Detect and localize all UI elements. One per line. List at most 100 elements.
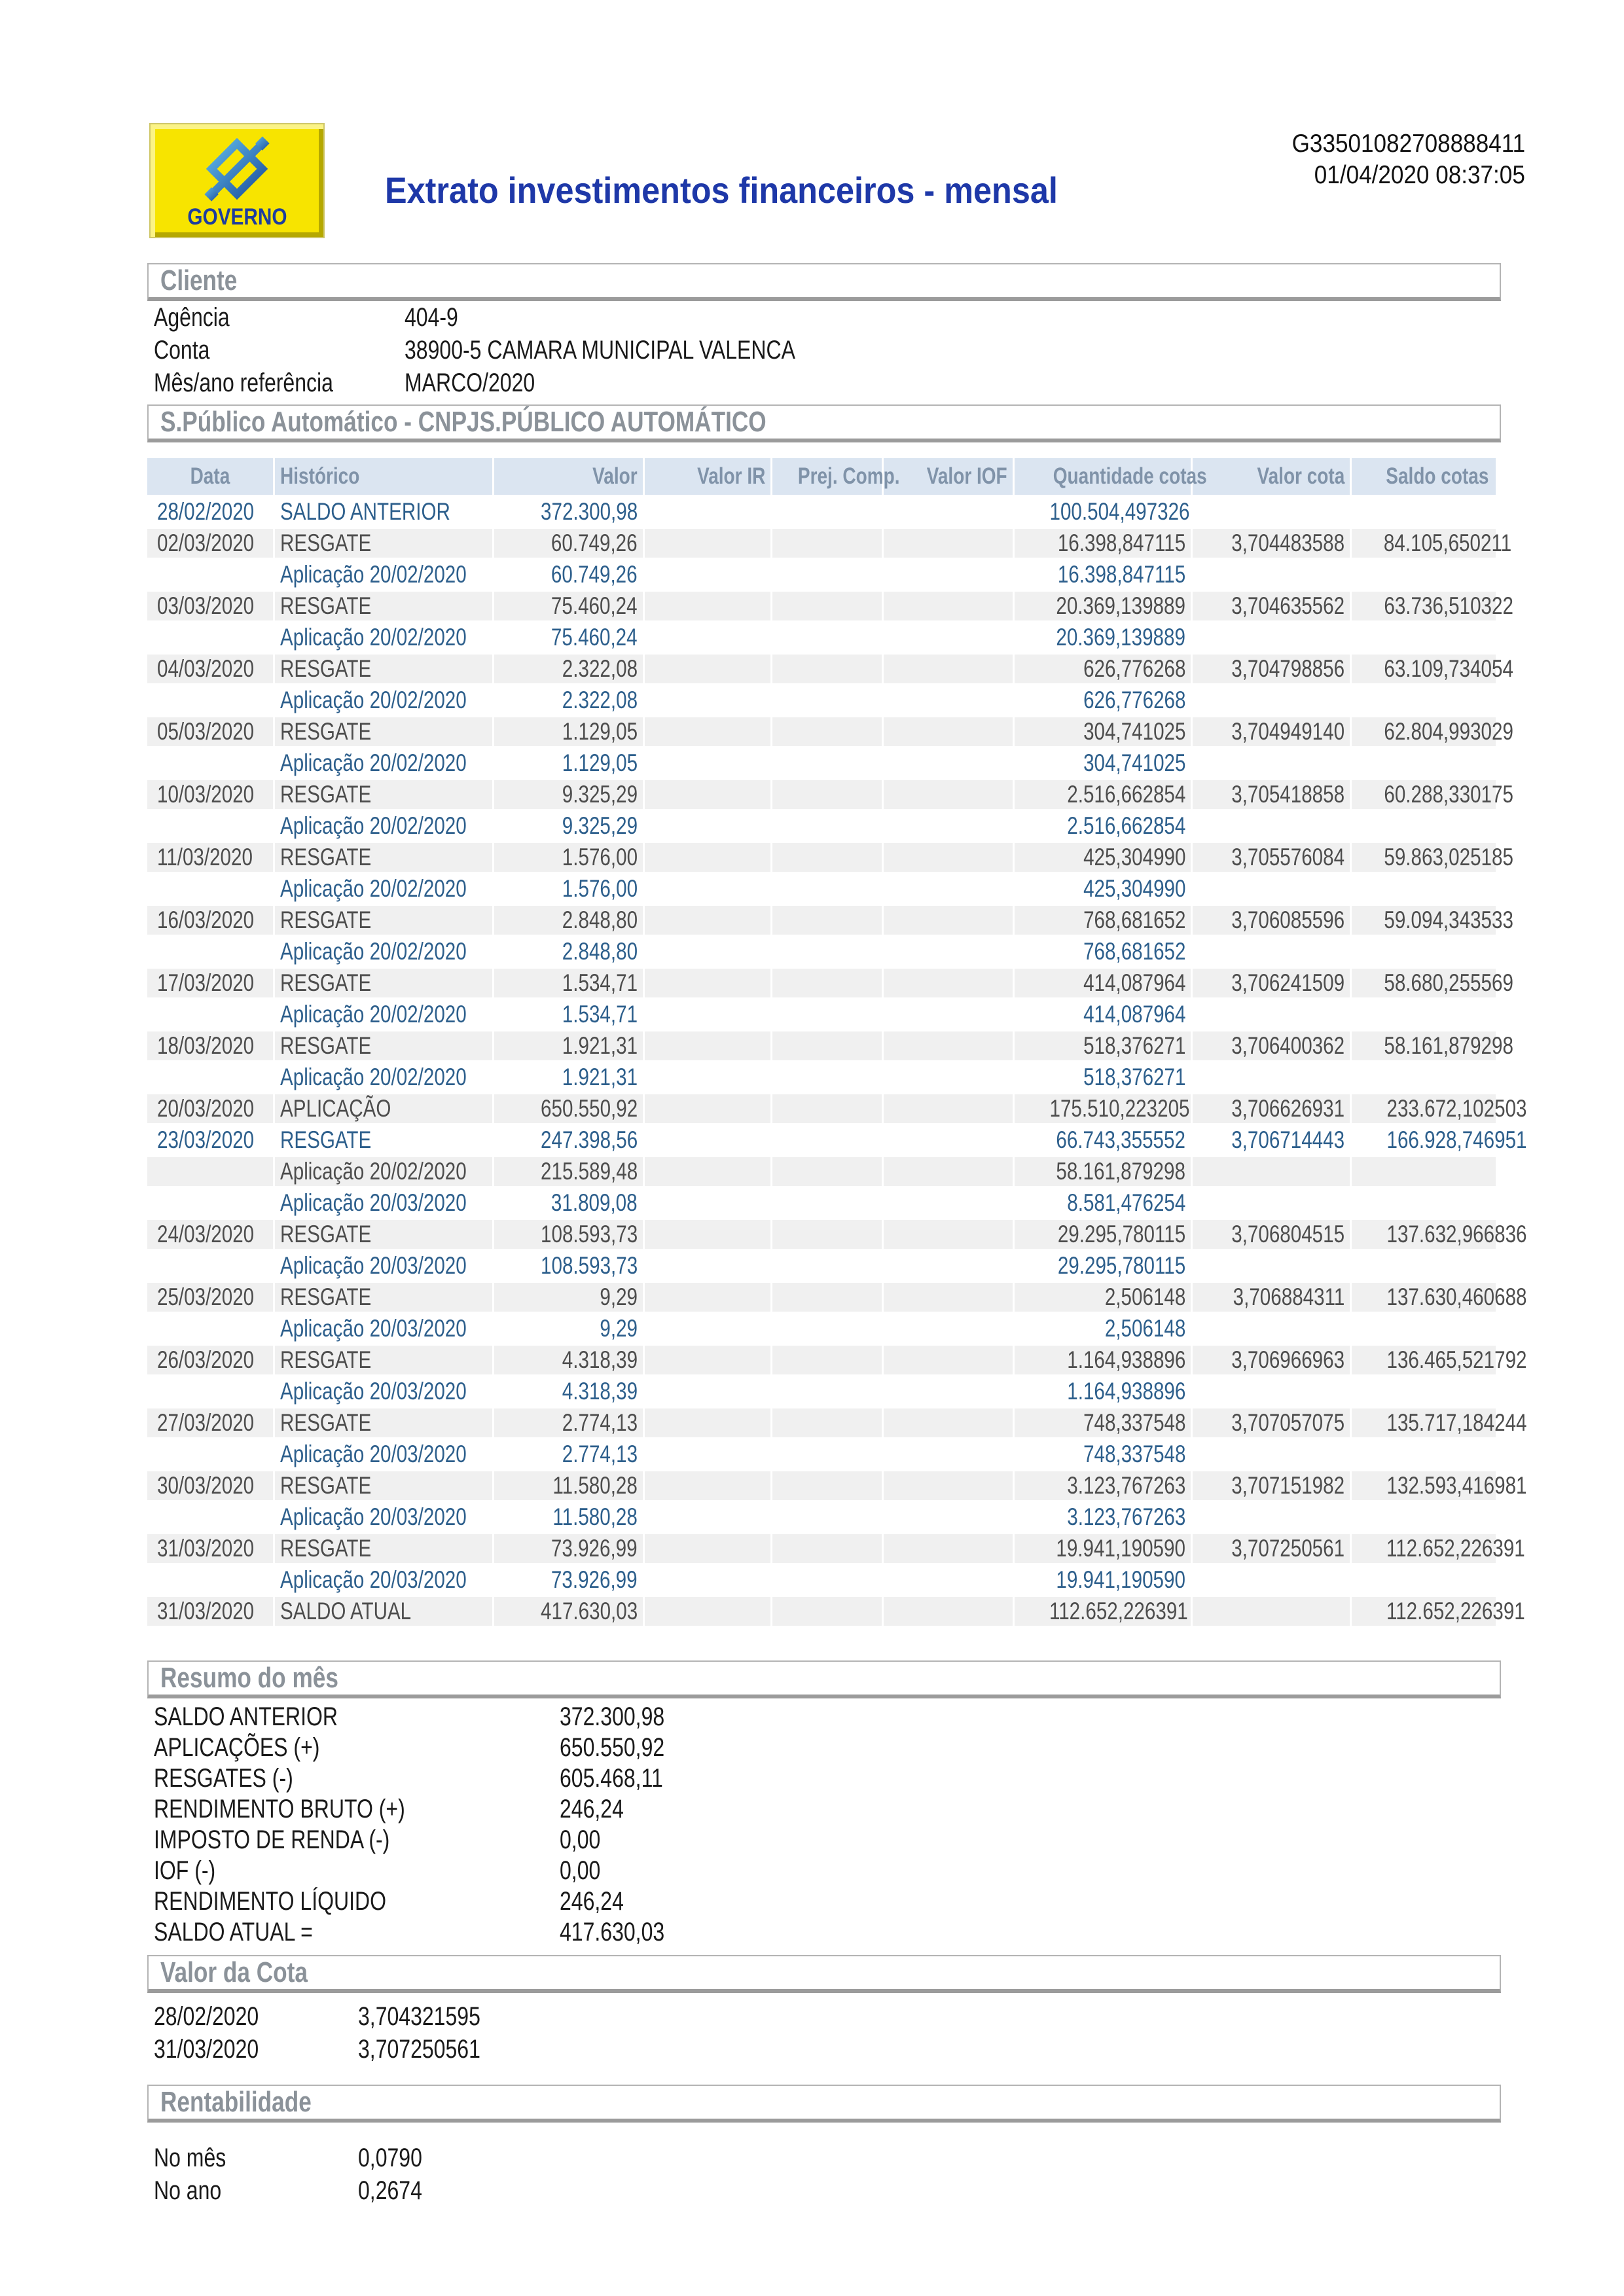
table-cell: 2.322,08 — [494, 686, 645, 715]
table-cell — [1193, 874, 1352, 903]
column-header-label: Prej. Comp. — [797, 463, 900, 489]
table-cell — [772, 1251, 884, 1280]
cell-value: Aplicação 20/02/2020 — [280, 624, 467, 651]
column-header-6: Quantidade cotas — [1015, 458, 1207, 495]
cell-value: 58.680,255569 — [1384, 969, 1513, 996]
cell-value: 132.593,416981 — [1386, 1472, 1527, 1499]
table-cell — [147, 1314, 275, 1343]
column-header-label: Histórico — [280, 463, 360, 489]
table-cell — [772, 1157, 884, 1186]
table-cell — [645, 843, 772, 872]
table-cell: RESGATE — [275, 717, 494, 746]
table-cell: Aplicação 20/02/2020 — [275, 686, 494, 715]
cell-value: 2.322,08 — [562, 655, 638, 682]
table-cell: RESGATE — [275, 1534, 494, 1563]
table-cell: 18/03/2020 — [147, 1031, 275, 1060]
table-cell — [1193, 1189, 1352, 1217]
table-cell — [772, 1471, 884, 1500]
cell-value: 20/03/2020 — [157, 1095, 255, 1122]
table-cell: 3,704798856 — [1193, 655, 1352, 683]
section-header-valor-cota: Valor da Cota — [147, 1955, 1501, 1993]
field-value: 404-9 — [405, 303, 458, 332]
table-cell — [645, 780, 772, 809]
table-cell — [1352, 749, 1494, 778]
table-row: Aplicação 20/03/2020 9,29 2,506148 — [147, 1314, 1496, 1343]
logo-caption: GOVERNO — [187, 204, 287, 230]
cell-value: 84.105,650211 — [1383, 529, 1512, 556]
field-label: No ano — [154, 2176, 222, 2205]
table-cell: Aplicação 20/03/2020 — [275, 1440, 494, 1469]
table-cell — [1352, 1063, 1494, 1092]
cell-value: 2.516,662854 — [1066, 781, 1185, 808]
cell-value: 63.736,510322 — [1384, 592, 1513, 619]
cell-value: 3,705576084 — [1231, 844, 1344, 870]
cell-value: 2.516,662854 — [1066, 812, 1185, 839]
table-cell — [1352, 812, 1494, 840]
table-cell — [772, 1566, 884, 1594]
cell-value: 27/03/2020 — [157, 1409, 255, 1436]
table-cell — [772, 686, 884, 715]
field-label: RENDIMENTO LÍQUIDO — [154, 1887, 386, 1916]
cell-value: 18/03/2020 — [157, 1032, 255, 1059]
table-cell: Aplicação 20/02/2020 — [275, 1000, 494, 1029]
table-cell: 3.123,767263 — [1015, 1471, 1193, 1500]
table-cell: 19.941,190590 — [1015, 1534, 1193, 1563]
cell-value: 16.398,847115 — [1057, 561, 1185, 588]
cell-value: 112.652,226391 — [1049, 1598, 1188, 1624]
table-cell — [884, 1346, 1015, 1374]
column-header-label: Valor IOF — [927, 463, 1007, 489]
cell-value: 135.717,184244 — [1386, 1409, 1527, 1436]
table-cell — [884, 1283, 1015, 1312]
field-value: 0,2674 — [358, 2176, 422, 2205]
table-cell: 9,29 — [494, 1283, 645, 1312]
table-cell: 2.516,662854 — [1015, 780, 1193, 809]
cell-value: 1.164,938896 — [1066, 1346, 1185, 1373]
table-cell — [645, 497, 772, 526]
table-cell: 518,376271 — [1015, 1063, 1193, 1092]
table-cell: 63.736,510322 — [1352, 592, 1513, 620]
table-cell: RESGATE — [275, 1031, 494, 1060]
table-cell — [772, 717, 884, 746]
column-header-label: Quantidade cotas — [1053, 463, 1207, 489]
table-cell: 9.325,29 — [494, 812, 645, 840]
field-label: Conta — [154, 336, 210, 365]
table-cell — [772, 1063, 884, 1092]
table-row: Aplicação 20/02/2020 9.325,29 2.516,662854 — [147, 812, 1496, 840]
field-row: SALDO ANTERIOR 372.300,98 — [154, 1702, 691, 1732]
cell-value: 1.129,05 — [562, 718, 638, 745]
table-cell — [884, 1314, 1015, 1343]
table-cell — [645, 906, 772, 935]
table-cell — [884, 843, 1015, 872]
field-value: 3,704321595 — [358, 2002, 480, 2031]
table-cell: 60.749,26 — [494, 529, 645, 558]
cell-value: 2.848,80 — [562, 938, 638, 965]
field-value: 417.630,03 — [560, 1918, 665, 1946]
table-cell: Aplicação 20/03/2020 — [275, 1314, 494, 1343]
table-cell — [772, 1000, 884, 1029]
table-cell — [645, 1440, 772, 1469]
cell-value: Aplicação 20/02/2020 — [280, 1064, 467, 1090]
cell-value: 62.804,993029 — [1384, 718, 1513, 745]
column-header-label: Valor — [592, 463, 638, 489]
cell-value: RESGATE — [280, 1409, 372, 1436]
cell-value: 11.580,28 — [552, 1503, 638, 1530]
table-cell: 16/03/2020 — [147, 906, 275, 935]
table-cell: RESGATE — [275, 843, 494, 872]
cell-value: 58.161,879298 — [1056, 1158, 1185, 1185]
document-code: G33501082708888411 — [1291, 130, 1525, 158]
cell-value: 25/03/2020 — [157, 1283, 255, 1310]
table-cell: 175.510,223205 — [1015, 1094, 1193, 1123]
column-header-label: Data — [190, 463, 230, 489]
table-cell — [1352, 1440, 1494, 1469]
table-cell — [645, 1408, 772, 1437]
cell-value: 1.534,71 — [562, 1001, 638, 1028]
cell-value: 9.325,29 — [562, 812, 638, 839]
table-cell: 372.300,98 — [494, 497, 645, 526]
table-cell — [884, 1471, 1015, 1500]
table-cell — [884, 623, 1015, 652]
table-cell: 1.921,31 — [494, 1031, 645, 1060]
table-cell: RESGATE — [275, 906, 494, 935]
cell-value: 626,776268 — [1083, 687, 1185, 713]
table-cell — [1352, 1314, 1494, 1343]
field-row: 31/03/2020 3,707250561 — [154, 2033, 511, 2066]
